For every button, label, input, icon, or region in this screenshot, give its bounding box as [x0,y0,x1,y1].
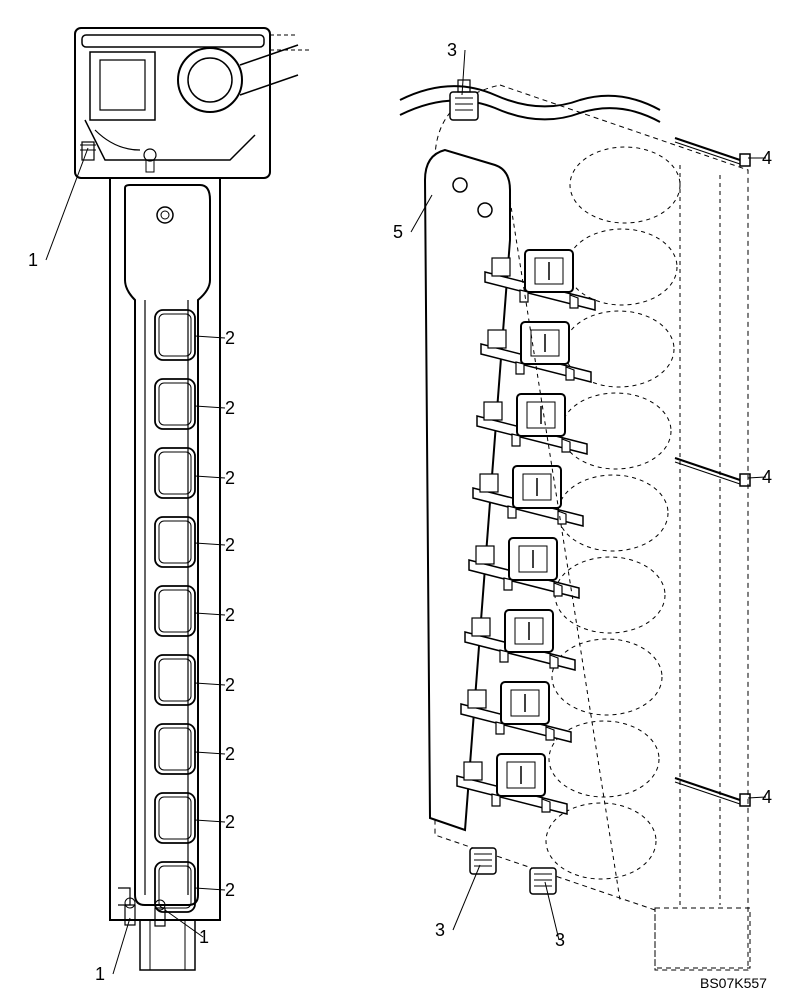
callout-2: 2 [225,398,235,419]
callout-4: 4 [762,467,772,488]
callout-2: 2 [225,675,235,696]
callout-2: 2 [225,468,235,489]
right-bolts [675,138,750,806]
parts-diagram [0,0,808,1000]
diagram-svg [0,0,808,1000]
callout-3: 3 [435,920,445,941]
callout-4: 4 [762,148,772,169]
callout-2: 2 [225,535,235,556]
left-assembly-top [75,28,310,178]
callout-2: 2 [225,744,235,765]
callout-1: 1 [28,250,38,271]
callout-2: 2 [225,880,235,901]
callout-3: 3 [447,40,457,61]
callout-4: 4 [762,787,772,808]
callout-2: 2 [225,812,235,833]
document-id: BS07K557 [700,975,767,991]
callout-5: 5 [393,222,403,243]
callout-leaders [46,50,766,974]
callout-1: 1 [95,964,105,985]
right-assembly [400,80,750,970]
callout-3: 3 [555,930,565,951]
callout-2: 2 [225,328,235,349]
left-assembly-body [110,178,220,970]
callout-2: 2 [225,605,235,626]
callout-1: 1 [199,927,209,948]
left-segments [155,310,195,912]
